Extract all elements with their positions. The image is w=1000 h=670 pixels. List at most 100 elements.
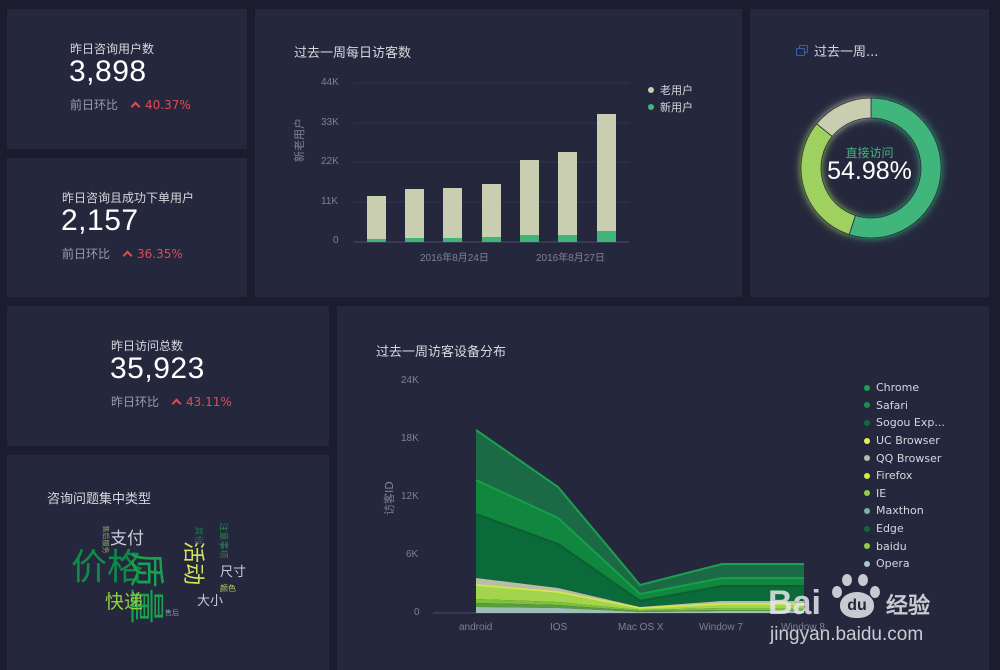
- kpi-value: 35,923: [110, 352, 205, 385]
- y-tick: 24K: [401, 375, 419, 386]
- watermark-brand-cn: 经验: [886, 594, 931, 619]
- kpi-title: 昨日咨询用户数: [70, 42, 155, 56]
- legend-dot-icon: [864, 419, 870, 426]
- y-tick: 11K: [321, 196, 339, 207]
- panel-title: 过去一周每日访客数: [294, 46, 412, 61]
- word-payment[interactable]: 支付: [110, 529, 144, 549]
- legend-item-firefox[interactable]: Firefox: [864, 467, 945, 485]
- panel-title: 咨询问题集中类型: [47, 492, 152, 507]
- x-tick: 2016年8月24日: [420, 253, 489, 264]
- delta-value: 36.35%: [137, 246, 183, 261]
- word-aftersales[interactable]: 售后: [165, 609, 179, 617]
- delta-badge: 43.11%: [171, 394, 232, 409]
- y-tick: 44K: [321, 77, 339, 88]
- x-tick: 2016年8月27日: [536, 253, 605, 264]
- word-size[interactable]: 大小: [197, 594, 224, 609]
- word-other[interactable]: 其他: [192, 526, 203, 545]
- word-cloud-panel: 咨询问题集中类型 价格 质量 活动 支付 快递 售后服务 其他 注意事项 尺寸 …: [7, 455, 329, 670]
- x-tick: Window 7: [699, 622, 743, 633]
- donut-center-value: 54.98%: [827, 157, 912, 185]
- paw-icon: du: [832, 574, 890, 620]
- legend-item-baidu[interactable]: baidu: [864, 537, 945, 555]
- donut-segment-3: [816, 97, 872, 137]
- y-tick: 18K: [401, 433, 419, 444]
- baidu-watermark: Bai du 经验 jingyan.baidu.com: [768, 572, 968, 662]
- legend-item-chrome[interactable]: Chrome: [864, 379, 945, 397]
- delta-badge: 36.35%: [122, 246, 183, 261]
- donut-segment-direct: [848, 97, 942, 239]
- panel-title: 过去一周访客设备分布: [376, 345, 507, 360]
- legend-item-safari[interactable]: Safari: [864, 397, 945, 415]
- device-distribution-panel: 过去一周访客设备分布 访客ID 24K 18K 12K 6K 0 android…: [337, 306, 989, 670]
- word-size-dimension[interactable]: 尺寸: [220, 565, 247, 580]
- bar-legend: 老用户 新用户: [648, 81, 693, 116]
- donut-center-label: 直接访问: [845, 146, 894, 160]
- y-tick: 22K: [321, 156, 339, 167]
- bar-chart-plot: [354, 82, 629, 243]
- kpi-compare: 前日环比 36.35%: [62, 245, 183, 262]
- legend-item-old-users[interactable]: 老用户: [648, 81, 693, 99]
- legend-dot-icon: [864, 507, 870, 514]
- legend-dot-icon: [864, 490, 870, 497]
- legend-dot-icon: [864, 472, 870, 479]
- word-notes[interactable]: 注意事项: [217, 522, 228, 559]
- delta-badge: 40.37%: [130, 97, 191, 112]
- kpi-title: 昨日访问总数: [111, 339, 184, 353]
- kpi-title: 昨日咨询且成功下单用户: [62, 191, 195, 205]
- visit-source-donut-panel: 过去一周... 直接访问 54.98%: [750, 9, 989, 297]
- legend-dot-icon: [864, 437, 870, 444]
- word-color[interactable]: 颜色: [220, 584, 236, 593]
- word-aftersales-service[interactable]: 售后服务: [101, 525, 110, 554]
- compare-label: 昨日环比: [111, 395, 160, 409]
- legend-item-opera[interactable]: Opera: [864, 555, 945, 573]
- x-tick: Window 8: [781, 622, 825, 633]
- legend-dot-icon: [864, 560, 870, 567]
- donut-chart: [800, 97, 942, 239]
- word-activity[interactable]: 活动: [180, 540, 206, 586]
- word-quality[interactable]: 质量: [125, 552, 166, 625]
- arrow-up-icon: [122, 250, 133, 261]
- kpi-value: 3,898: [69, 55, 147, 88]
- delta-value: 43.11%: [186, 394, 232, 409]
- copy-icon[interactable]: [796, 45, 808, 56]
- y-tick: 33K: [321, 117, 339, 128]
- kpi-compare: 昨日环比 43.11%: [111, 393, 232, 410]
- area-chart-plot: [433, 429, 807, 614]
- device-legend: Chrome Safari Sogou Exp... UC Browser QQ…: [864, 379, 945, 573]
- kpi-compare: 前日环比 40.37%: [70, 96, 191, 113]
- y-tick: 12K: [401, 491, 419, 502]
- watermark-url: jingyan.baidu.com: [770, 624, 924, 645]
- arrow-up-icon: [171, 398, 182, 409]
- word-price[interactable]: 价格: [71, 547, 144, 588]
- legend-item-maxthon[interactable]: Maxthon: [864, 502, 945, 520]
- panel-title: 过去一周...: [814, 45, 879, 60]
- arrow-up-icon: [130, 101, 141, 112]
- y-tick: 0: [414, 607, 420, 618]
- kpi-card-consult-users: 昨日咨询用户数 3,898 前日环比 40.37%: [7, 9, 247, 149]
- bars: [367, 114, 616, 242]
- legend-item-ie[interactable]: IE: [864, 485, 945, 503]
- daily-visitors-panel: 过去一周每日访客数 新老用户 44K 33K 22K 11K 0 2016年8月…: [255, 9, 742, 297]
- watermark-brand: Bai: [768, 584, 821, 622]
- legend-dot-icon: [864, 402, 870, 409]
- legend-dot-icon: [864, 525, 870, 532]
- compare-label: 前日环比: [70, 98, 119, 112]
- legend-item-new-users[interactable]: 新用户: [648, 99, 693, 117]
- legend-item-edge[interactable]: Edge: [864, 520, 945, 538]
- legend-item-sogou[interactable]: Sogou Exp...: [864, 414, 945, 432]
- legend-dot-icon: [864, 455, 870, 462]
- kpi-card-total-visits: 昨日访问总数 35,923 昨日环比 43.11%: [7, 306, 329, 446]
- legend-dot-icon: [648, 86, 654, 93]
- y-tick: 0: [333, 235, 339, 246]
- legend-dot-icon: [864, 543, 870, 550]
- x-tick: IOS: [550, 622, 568, 633]
- x-tick: Mac OS X: [618, 622, 664, 633]
- word-express[interactable]: 快递: [105, 591, 144, 613]
- legend-dot-icon: [648, 104, 654, 111]
- legend-item-qq-browser[interactable]: QQ Browser: [864, 449, 945, 467]
- legend-item-uc-browser[interactable]: UC Browser: [864, 432, 945, 450]
- y-tick: 6K: [406, 549, 419, 560]
- delta-value: 40.37%: [145, 97, 191, 112]
- kpi-value: 2,157: [61, 204, 139, 237]
- x-tick: android: [459, 622, 493, 633]
